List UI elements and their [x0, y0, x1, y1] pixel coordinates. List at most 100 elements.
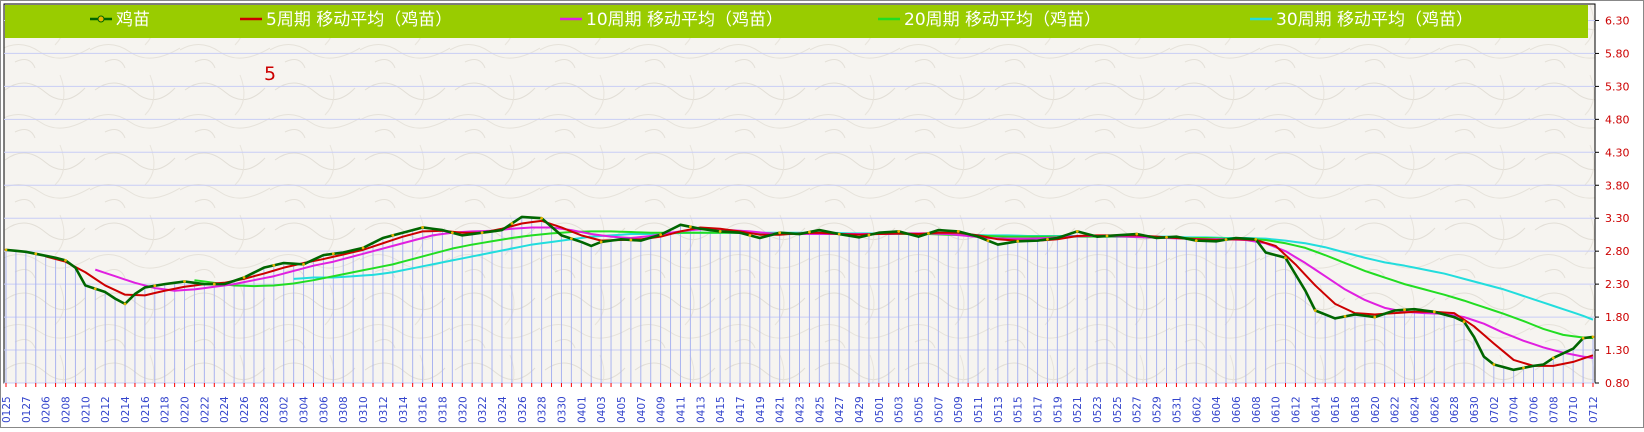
x-tick-label: 0415 [715, 396, 727, 423]
x-tick-label: 0226 [239, 396, 251, 423]
x-tick-label: 0314 [398, 396, 410, 423]
y-tick-label: 4.80 [1605, 113, 1630, 126]
price-point [778, 231, 782, 235]
x-tick-label: 0421 [775, 396, 787, 423]
x-tick-label: 0712 [1588, 396, 1600, 423]
x-tick-label: 0702 [1489, 396, 1501, 423]
x-tick-label: 0517 [1033, 396, 1045, 423]
x-tick-label: 0515 [1013, 396, 1025, 423]
x-tick-label: 0308 [338, 396, 350, 423]
price-point [212, 282, 216, 286]
price-point [837, 232, 841, 236]
price-point [1254, 237, 1258, 241]
x-tick-label: 0407 [636, 396, 648, 423]
x-tick-label: 0521 [1072, 396, 1084, 423]
y-tick-label: 2.30 [1605, 278, 1630, 291]
x-tick-label: 0519 [1052, 396, 1064, 423]
x-tick-label: 0630 [1469, 396, 1481, 423]
x-tick-label: 0612 [1290, 396, 1302, 423]
price-point [1522, 366, 1525, 370]
x-tick-label: 0210 [80, 396, 92, 423]
x-tick-label: 0523 [1092, 396, 1104, 423]
legend-box [5, 5, 1588, 38]
price-point [361, 246, 365, 250]
price-point [93, 287, 97, 291]
price-point [510, 222, 514, 225]
x-tick-label: 0304 [299, 396, 311, 423]
x-tick-label: 0330 [556, 396, 568, 423]
price-point [688, 225, 692, 229]
x-tick-label: 0417 [735, 396, 747, 423]
price-point [1462, 320, 1466, 324]
x-tick-label: 0419 [755, 396, 767, 423]
price-point [272, 263, 276, 267]
price-point [569, 237, 573, 241]
x-tick-label: 0409 [656, 396, 668, 423]
price-point [956, 230, 960, 233]
x-tick-label: 0328 [537, 396, 549, 423]
x-tick-label: 0704 [1509, 396, 1521, 423]
y-tick-label: 5.80 [1605, 47, 1630, 60]
x-tick-label: 0531 [1171, 396, 1183, 423]
annotation-label: 5 [264, 63, 276, 85]
x-tick-label: 0401 [576, 396, 588, 423]
price-point [1194, 239, 1198, 243]
price-point [629, 238, 633, 242]
price-point [480, 231, 484, 235]
price-point [1284, 256, 1287, 260]
x-tick-label: 0425 [814, 396, 826, 423]
x-tick-label: 0628 [1449, 396, 1461, 423]
legend-label: 鸡苗 [116, 10, 150, 30]
price-point [153, 284, 157, 288]
x-tick-label: 0626 [1429, 396, 1441, 423]
price-point [897, 230, 901, 233]
price-point [1165, 235, 1168, 239]
x-tick-label: 0326 [517, 396, 529, 423]
x-tick-label: 0324 [497, 396, 509, 423]
price-point [808, 230, 811, 234]
x-tick-label: 0224 [219, 396, 231, 423]
price-point [450, 231, 454, 235]
legend-label: 5周期 移动平均（鸡苗） [266, 10, 452, 30]
price-point [4, 248, 8, 252]
x-tick-label: 0708 [1548, 396, 1560, 423]
price-point [64, 259, 67, 262]
price-point [1135, 232, 1139, 236]
price-point [391, 233, 395, 237]
price-point [1591, 335, 1595, 339]
x-tick-label: 0527 [1132, 396, 1144, 423]
price-point [986, 239, 990, 243]
x-tick-label: 0302 [279, 396, 291, 423]
x-tick-label: 0616 [1330, 396, 1342, 423]
price-point [540, 216, 544, 220]
x-tick-label: 0423 [795, 396, 807, 423]
price-point [421, 226, 424, 229]
x-tick-label: 0206 [41, 396, 53, 423]
legend-label: 20周期 移动平均（鸡苗） [904, 10, 1101, 30]
price-point [242, 276, 246, 279]
x-tick-label: 0604 [1211, 396, 1223, 423]
x-tick-label: 0322 [477, 396, 489, 423]
series-line-0 [5, 215, 1594, 372]
x-tick-label: 0405 [616, 396, 628, 423]
price-point [1046, 237, 1049, 241]
x-tick-label: 0511 [973, 396, 985, 423]
y-tick-label: 1.80 [1605, 311, 1630, 324]
price-point [1551, 356, 1555, 360]
y-tick-label: 3.30 [1605, 212, 1630, 225]
y-tick-label: 0.80 [1605, 377, 1630, 390]
x-tick-label: 0624 [1409, 396, 1421, 423]
legend-label: 30周期 移动平均（鸡苗） [1276, 10, 1473, 30]
x-tick-label: 0525 [1112, 396, 1124, 423]
x-tick-label: 0614 [1310, 396, 1322, 423]
x-tick-label: 0316 [418, 396, 430, 423]
price-point [748, 233, 752, 237]
x-tick-label: 0127 [21, 396, 33, 423]
legend-label: 10周期 移动平均（鸡苗） [586, 10, 783, 30]
price-point [1016, 239, 1020, 243]
x-tick-label: 0602 [1191, 396, 1203, 423]
x-tick-label: 0610 [1271, 396, 1283, 423]
y-tick-label: 5.30 [1605, 80, 1630, 93]
